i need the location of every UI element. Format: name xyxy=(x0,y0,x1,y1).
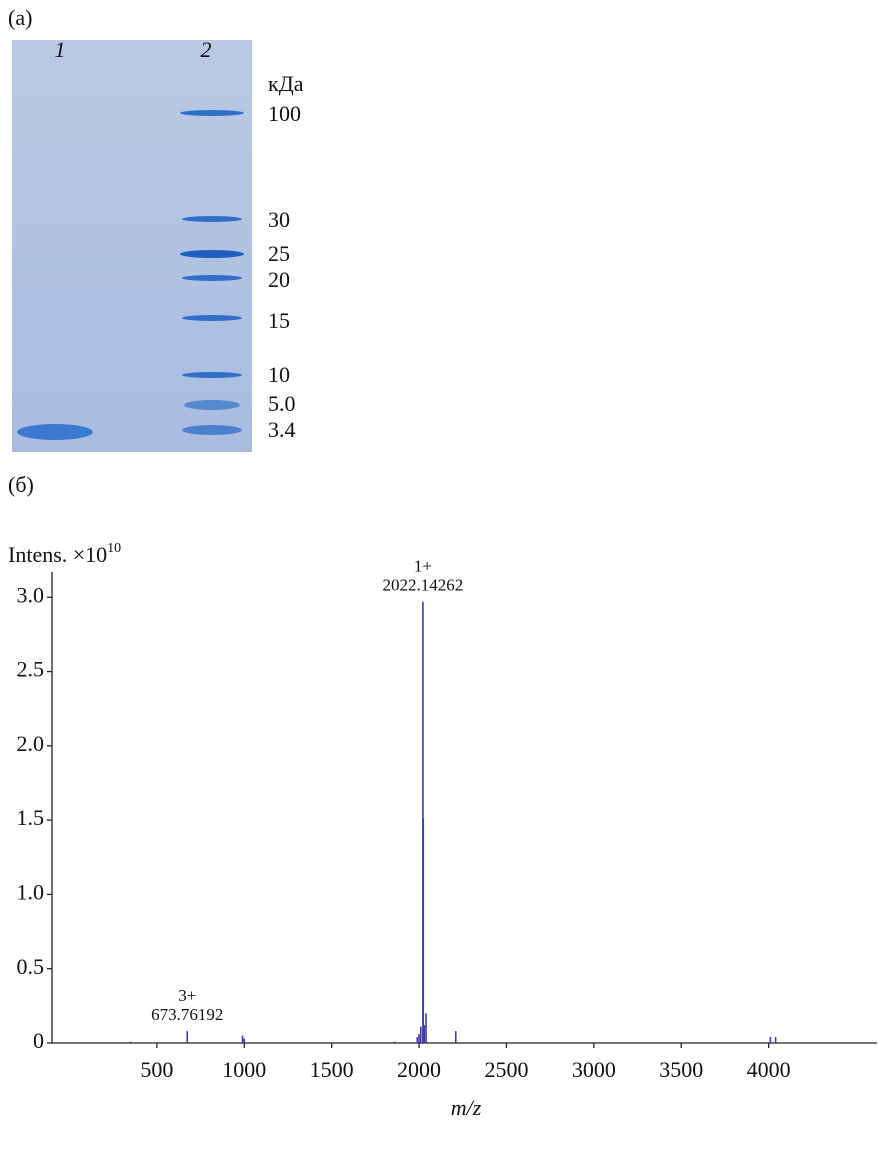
marker-label: 30 xyxy=(268,207,290,232)
y-tick-label: 1.5 xyxy=(17,805,45,830)
marker-label: 3.4 xyxy=(268,417,296,442)
marker-label: 10 xyxy=(268,362,290,387)
lane-label: 2 xyxy=(201,37,212,62)
x-axis-label: m/z xyxy=(451,1095,482,1120)
annotation-mz: 2022.14262 xyxy=(383,576,464,595)
x-tick-label: 1000 xyxy=(222,1057,266,1082)
marker-label: 15 xyxy=(268,308,290,333)
unit-label: кДа xyxy=(268,71,304,96)
x-tick-label: 2000 xyxy=(397,1057,441,1082)
x-tick-label: 4000 xyxy=(747,1057,791,1082)
x-tick-label: 3500 xyxy=(659,1057,703,1082)
x-tick-label: 3000 xyxy=(572,1057,616,1082)
lane-label: 1 xyxy=(55,37,66,62)
x-tick-label: 1500 xyxy=(310,1057,354,1082)
panel-label: (б) xyxy=(8,472,34,497)
y-axis-label: Intens. ×1010 xyxy=(8,541,121,567)
y-tick-label: 0.5 xyxy=(17,954,45,979)
panel-label: (а) xyxy=(8,5,32,30)
x-tick-label: 2500 xyxy=(484,1057,528,1082)
y-tick-label: 2.0 xyxy=(17,731,45,756)
gel xyxy=(12,40,252,452)
marker-label: 25 xyxy=(268,241,290,266)
y-label-text: Intens. ×10 xyxy=(8,542,107,567)
y-tick-label: 0 xyxy=(33,1028,44,1053)
figure: (а) 1 2 кДа (б) Intens. ×1010 m/z 100302… xyxy=(0,0,878,1161)
y-tick-label: 1.0 xyxy=(17,879,45,904)
y-tick-label: 3.0 xyxy=(17,582,45,607)
y-tick-label: 2.5 xyxy=(17,657,45,682)
annotation-mz: 673.76192 xyxy=(151,1005,223,1024)
y-label-exp: 10 xyxy=(107,541,121,556)
annotation-charge: 3+ xyxy=(178,986,196,1005)
x-tick-label: 500 xyxy=(140,1057,173,1082)
marker-label: 100 xyxy=(268,101,301,126)
marker-label: 5.0 xyxy=(268,391,296,416)
annotation-charge: 1+ xyxy=(414,557,432,576)
marker-label: 20 xyxy=(268,267,290,292)
